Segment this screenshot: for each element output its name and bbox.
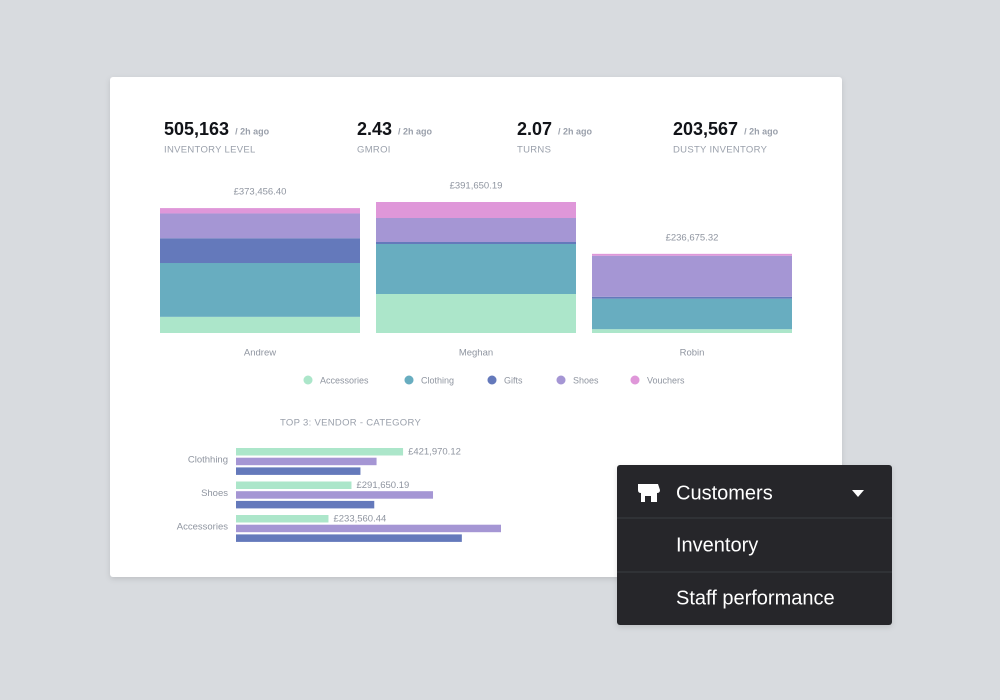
legend-swatch <box>404 375 414 385</box>
menu-item[interactable]: Customers <box>676 482 773 504</box>
dropdown-menu: Customers Inventory Staff performance <box>617 465 892 625</box>
menu-item[interactable]: Inventory <box>676 534 758 556</box>
kpi-label: TURNS <box>517 145 551 156</box>
chart-title: TOP 3: VENDOR - CATEGORY <box>280 418 421 429</box>
kpi-label: INVENTORY LEVEL <box>164 145 256 156</box>
menu-item[interactable]: Staff performance <box>676 587 835 609</box>
kpi-age: / 2h ago <box>558 126 593 136</box>
bar <box>236 515 329 523</box>
bar-segment <box>160 213 360 239</box>
bar-segment <box>376 202 576 218</box>
bar-segment <box>592 253 792 256</box>
kpi-value: 505,163 <box>164 119 229 139</box>
kpi-value: 2.43 <box>357 119 392 139</box>
bar <box>236 500 375 509</box>
kpi-label: DUSTY INVENTORY <box>673 145 768 156</box>
kpi-age: / 2h ago <box>235 126 270 136</box>
bar-segment <box>592 255 792 297</box>
legend-label: Gifts <box>504 375 523 385</box>
bar-segment <box>376 293 576 333</box>
bar <box>236 467 361 475</box>
bar <box>236 491 434 499</box>
legend-swatch <box>630 375 640 385</box>
value-label: £291,650.19 <box>356 480 409 491</box>
bar-segment <box>160 208 360 214</box>
kpi-label: GMROI <box>357 145 391 156</box>
kpi-age: / 2h ago <box>398 126 433 136</box>
y-tick-label: Clothhing <box>188 455 228 466</box>
bar <box>236 448 404 456</box>
bar-total-label: £236,675.32 <box>666 232 719 243</box>
bar <box>236 534 462 542</box>
bar-segment <box>160 263 360 317</box>
store-icon <box>638 484 660 502</box>
bar-segment <box>592 329 792 333</box>
menu-panel <box>617 465 892 625</box>
caret-icon[interactable] <box>852 490 864 497</box>
legend-swatch <box>303 375 313 385</box>
legend-label: Vouchers <box>647 375 685 385</box>
bar-total-label: £373,456.40 <box>234 187 287 198</box>
bar-segment <box>592 298 792 330</box>
x-tick-label: Meghan <box>459 348 493 359</box>
legend-label: Clothing <box>421 375 454 385</box>
y-tick-label: Shoes <box>201 488 228 499</box>
legend-label: Shoes <box>573 375 599 385</box>
bar-segment <box>160 316 360 333</box>
bar <box>236 481 352 489</box>
bar-segment <box>592 296 792 299</box>
legend-swatch <box>556 375 566 385</box>
x-tick-label: Andrew <box>244 348 276 359</box>
value-label: £233,560.44 <box>333 514 386 525</box>
x-tick-label: Robin <box>680 348 705 359</box>
bar <box>236 524 501 533</box>
kpi-value: 2.07 <box>517 119 552 139</box>
bar-segment <box>376 241 576 244</box>
value-label: £421,970.12 <box>408 447 461 458</box>
legend-label: Accessories <box>320 375 369 385</box>
bar-segment <box>160 238 360 264</box>
bar-segment <box>376 243 576 294</box>
legend-swatch <box>487 375 497 385</box>
bar <box>236 457 377 466</box>
dashboard-content: 505,163 / 2h ago INVENTORY LEVEL 2.43 / 2h a… <box>160 119 792 542</box>
kpi-age: / 2h ago <box>744 126 779 136</box>
kpi-value: 203,567 <box>673 119 738 139</box>
y-tick-label: Accessories <box>177 522 228 533</box>
bar-segment <box>376 217 576 242</box>
bar-total-label: £391,650.19 <box>450 181 503 192</box>
